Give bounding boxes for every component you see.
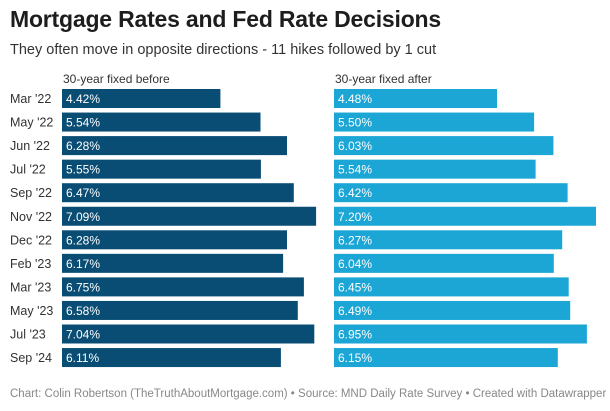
bar-value-label-after: 6.27% [338, 233, 372, 247]
category-label: Mar '22 [10, 92, 51, 106]
bar-after [334, 230, 563, 250]
bar-value-label-after: 6.95% [338, 328, 372, 342]
bar-after [334, 136, 554, 156]
bar-before [62, 230, 287, 250]
bar-value-label-before: 5.54% [66, 116, 100, 130]
bar-before [62, 277, 304, 297]
bar-before [62, 324, 315, 344]
chart-title: Mortgage Rates and Fed Rate Decisions [10, 6, 441, 32]
category-label: Jun '22 [10, 139, 50, 153]
bar-value-label-after: 5.50% [338, 116, 372, 130]
bar-before [62, 89, 221, 108]
category-label: Sep '22 [10, 186, 52, 200]
bar-value-label-before: 7.09% [66, 210, 100, 224]
bar-before [62, 183, 294, 203]
bar-value-label-before: 6.28% [66, 233, 100, 247]
bar-value-label-after: 5.54% [338, 163, 372, 177]
bar-before [62, 300, 298, 320]
bar-after [334, 159, 536, 179]
bar-before [62, 253, 284, 273]
category-label: Feb '23 [10, 257, 51, 271]
bar-after [334, 324, 587, 344]
bar-after [334, 89, 497, 108]
category-label: Jul '23 [10, 328, 46, 342]
bar-after [334, 300, 571, 320]
bar-value-label-after: 6.04% [338, 257, 372, 271]
bar-value-label-before: 6.28% [66, 139, 100, 153]
bar-before [62, 159, 261, 179]
bar-value-label-before: 6.58% [66, 304, 100, 318]
bar-value-label-after: 7.20% [338, 210, 372, 224]
bar-value-label-before: 6.75% [66, 280, 100, 294]
bar-after [334, 183, 568, 203]
bar-value-label-before: 4.42% [66, 92, 100, 106]
bar-after [334, 277, 569, 297]
series-header-before: 30-year fixed before [63, 72, 170, 86]
category-label: Mar '23 [10, 280, 51, 294]
bar-value-label-after: 6.49% [338, 304, 372, 318]
chart-footer: Chart: Colin Robertson (TheTruthAboutMor… [10, 388, 607, 400]
category-label: May '23 [10, 304, 53, 318]
bar-value-label-before: 7.04% [66, 328, 100, 342]
bar-value-label-after: 6.03% [338, 139, 372, 153]
bar-before [62, 348, 281, 368]
category-label: Dec '22 [10, 233, 52, 247]
bar-before [62, 206, 317, 226]
bar-value-label-after: 4.48% [338, 92, 372, 106]
bar-value-label-before: 6.11% [66, 351, 99, 365]
bar-after [334, 253, 554, 273]
category-label: Jul '22 [10, 163, 46, 177]
category-label: Sep '24 [10, 351, 52, 365]
chart-subtitle: They often move in opposite directions -… [10, 42, 437, 58]
bar-after [334, 112, 535, 132]
bar-value-label-before: 6.17% [66, 257, 100, 271]
bar-value-label-before: 5.55% [66, 163, 100, 177]
bar-after [334, 348, 558, 368]
bar-value-label-after: 6.45% [338, 280, 372, 294]
category-label: Nov '22 [10, 210, 52, 224]
series-header-after: 30-year fixed after [335, 72, 432, 86]
bar-after [334, 206, 596, 226]
bar-value-label-before: 6.47% [66, 186, 100, 200]
bar-value-label-after: 6.42% [338, 186, 372, 200]
bar-before [62, 136, 287, 156]
bar-value-label-after: 6.15% [338, 351, 372, 365]
bar-before [62, 112, 261, 132]
category-label: May '22 [10, 116, 53, 130]
